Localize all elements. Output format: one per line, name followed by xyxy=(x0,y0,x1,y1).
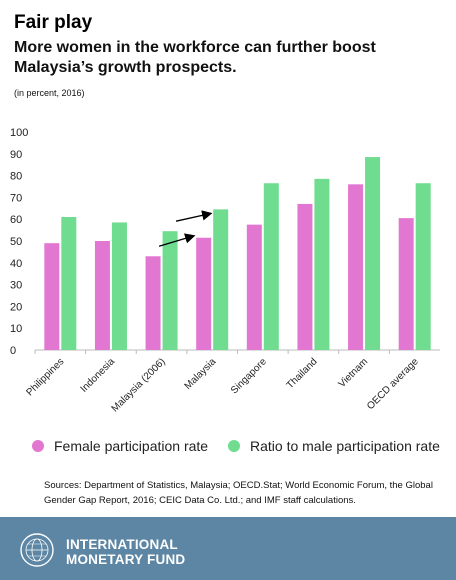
bar-female xyxy=(398,218,414,350)
chart-subtitle: More women in the workforce can further … xyxy=(14,39,376,76)
y-tick-label: 50 xyxy=(10,236,22,248)
bar-ratio xyxy=(61,217,77,350)
bar-ratio xyxy=(213,209,229,350)
bar-chart: 0 10 20 30 40 50 60 70 80 90 100 Philippines Indones… xyxy=(10,127,440,414)
x-tick-label: Vietnam xyxy=(337,356,371,390)
y-tick-label: 80 xyxy=(10,171,22,183)
ratio-swatch xyxy=(228,440,240,452)
bar-ratio xyxy=(365,157,381,350)
legend-item-ratio: Ratio to male participation rate xyxy=(228,438,440,454)
unit-note: (in percent, 2016) xyxy=(14,88,85,98)
x-tick-label: Philippines xyxy=(24,356,66,398)
bar-female xyxy=(44,243,60,350)
bar-female xyxy=(94,241,110,350)
imf-footer: INTERNATIONAL MONETARY FUND xyxy=(0,517,456,580)
bar-ratio xyxy=(263,183,279,350)
bar-ratio xyxy=(415,183,431,350)
x-tick-label: Indonesia xyxy=(79,356,118,395)
imf-line2: MONETARY FUND xyxy=(66,552,186,567)
y-tick-label: 100 xyxy=(10,127,28,139)
bar-female xyxy=(145,256,161,350)
bar-female xyxy=(297,203,313,350)
y-tick-label: 70 xyxy=(10,192,22,204)
female-swatch xyxy=(32,440,44,452)
x-tick-label: OECD average xyxy=(365,356,421,412)
arrow-ratio-change xyxy=(175,210,213,222)
legend-label-female: Female participation rate xyxy=(54,438,209,454)
x-tick-label: Malaysia (2006) xyxy=(110,356,168,414)
bar-ratio xyxy=(314,178,330,350)
legend-item-female: Female participation rate xyxy=(32,438,208,454)
imf-seal-icon xyxy=(20,533,54,567)
y-tick-label: 10 xyxy=(10,323,22,335)
imf-wordmark: INTERNATIONAL MONETARY FUND xyxy=(66,537,185,567)
chart-title: Fair play xyxy=(14,12,93,33)
bar-female xyxy=(196,237,212,350)
x-tick-label: Singapore xyxy=(229,356,269,396)
arrow-female-change xyxy=(158,233,196,247)
bar-female xyxy=(348,184,364,350)
y-tick-label: 60 xyxy=(10,214,22,226)
x-tick-label: Thailand xyxy=(285,356,320,391)
y-tick-label: 30 xyxy=(10,280,22,292)
bar-ratio xyxy=(111,222,127,350)
y-tick-label: 0 xyxy=(10,345,16,357)
imf-line1: INTERNATIONAL xyxy=(66,537,178,552)
sources-note: Sources: Department of Statistics, Malay… xyxy=(44,480,433,506)
y-tick-label: 20 xyxy=(10,301,22,313)
y-tick-label: 90 xyxy=(10,149,22,161)
legend-label-ratio: Ratio to male participation rate xyxy=(250,438,440,454)
y-tick-label: 40 xyxy=(10,258,22,270)
bar-female xyxy=(246,224,262,350)
x-tick-label: Malaysia xyxy=(183,356,219,392)
bar-ratio xyxy=(162,231,178,350)
